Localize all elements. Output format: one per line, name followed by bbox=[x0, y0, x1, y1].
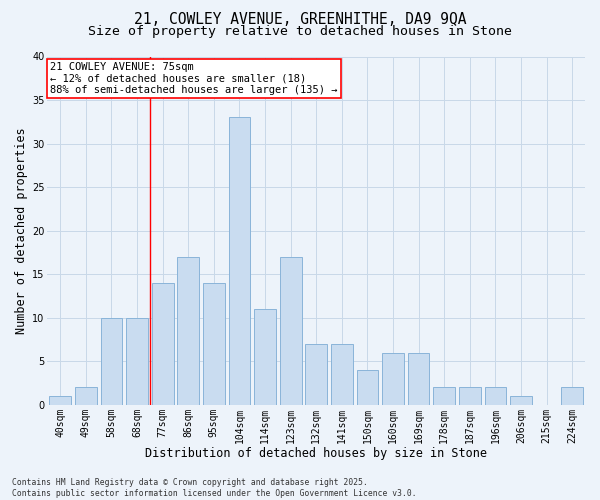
Text: 21 COWLEY AVENUE: 75sqm
← 12% of detached houses are smaller (18)
88% of semi-de: 21 COWLEY AVENUE: 75sqm ← 12% of detache… bbox=[50, 62, 338, 95]
Bar bbox=[562, 388, 583, 405]
Bar bbox=[408, 352, 430, 405]
Bar bbox=[101, 318, 122, 405]
Bar bbox=[305, 344, 327, 405]
Bar bbox=[126, 318, 148, 405]
Bar bbox=[433, 388, 455, 405]
Y-axis label: Number of detached properties: Number of detached properties bbox=[15, 128, 28, 334]
Bar bbox=[510, 396, 532, 405]
Text: Contains HM Land Registry data © Crown copyright and database right 2025.
Contai: Contains HM Land Registry data © Crown c… bbox=[12, 478, 416, 498]
Bar bbox=[152, 283, 173, 405]
Bar bbox=[280, 257, 302, 405]
Bar bbox=[356, 370, 378, 405]
Bar bbox=[178, 257, 199, 405]
Bar bbox=[254, 309, 276, 405]
Bar bbox=[331, 344, 353, 405]
Bar bbox=[229, 118, 250, 405]
Bar bbox=[382, 352, 404, 405]
Bar bbox=[485, 388, 506, 405]
Text: 21, COWLEY AVENUE, GREENHITHE, DA9 9QA: 21, COWLEY AVENUE, GREENHITHE, DA9 9QA bbox=[134, 12, 466, 28]
Bar bbox=[49, 396, 71, 405]
Bar bbox=[75, 388, 97, 405]
X-axis label: Distribution of detached houses by size in Stone: Distribution of detached houses by size … bbox=[145, 447, 487, 460]
Bar bbox=[459, 388, 481, 405]
Text: Size of property relative to detached houses in Stone: Size of property relative to detached ho… bbox=[88, 25, 512, 38]
Bar bbox=[203, 283, 225, 405]
